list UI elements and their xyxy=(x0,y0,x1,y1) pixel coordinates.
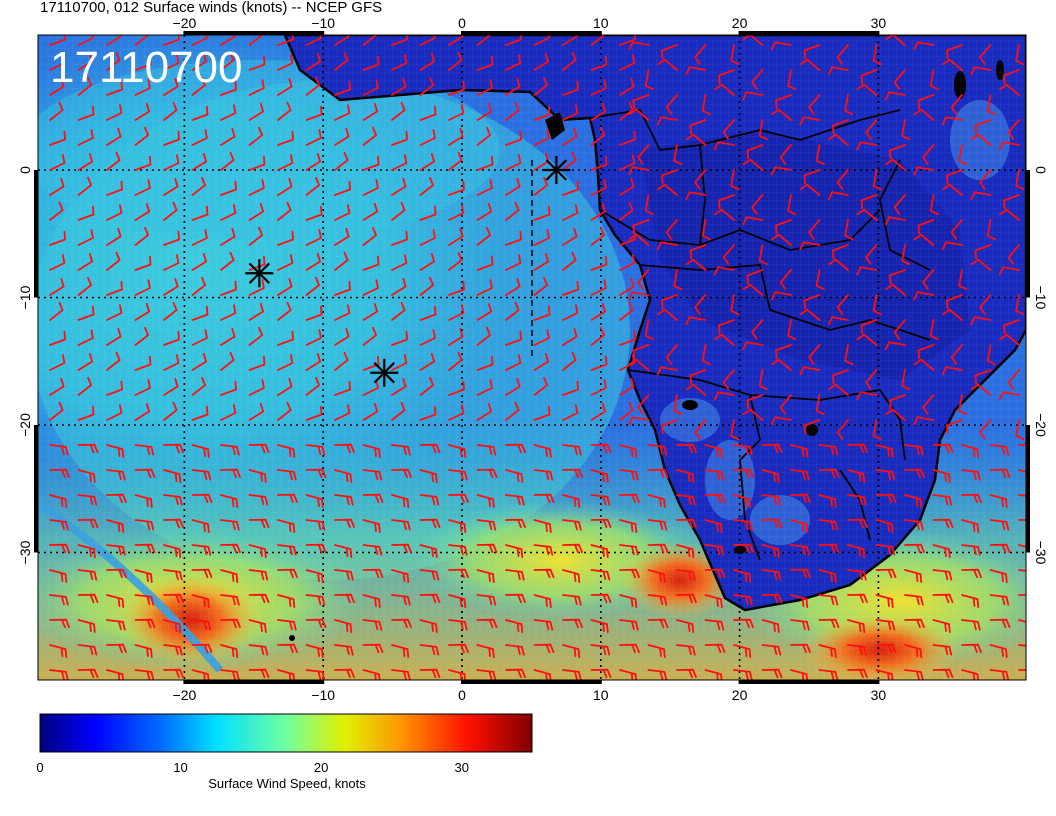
station-marker xyxy=(542,156,571,184)
graticule xyxy=(38,35,1026,680)
frame-tick-bar xyxy=(738,31,880,35)
lon-tick-label-top: −10 xyxy=(311,15,335,31)
frame-tick-bar xyxy=(461,31,602,35)
lon-tick-label-bottom: −20 xyxy=(173,687,197,703)
lat-tick-label-right: −10 xyxy=(1033,286,1049,310)
frame-tick-bar xyxy=(183,680,325,684)
lon-tick-label-top: 20 xyxy=(732,15,748,31)
lon-tick-label-top: −20 xyxy=(173,15,197,31)
frame-tick-bar xyxy=(183,31,325,35)
lat-tick-label-right: −30 xyxy=(1033,541,1049,565)
frame-tick-bar xyxy=(1026,425,1030,553)
frame-tick-bar xyxy=(34,425,38,553)
colorbar-ticks: 0 10 20 30 xyxy=(36,760,469,775)
date-stamp: 17110700 xyxy=(50,43,243,92)
lon-tick-label-bottom: 0 xyxy=(458,687,466,703)
station-marker xyxy=(370,358,399,387)
axis-tick-labels: −20 −20 −10 −10 0 0 10 10 20 20 30 30 0 0 −10 −10 −20 −20… xyxy=(17,15,1049,703)
wind-barb-field xyxy=(49,35,1026,680)
colorbar-tick-label: 20 xyxy=(314,760,328,775)
colorbar: 0 10 20 30 Surface Wind Speed, knots xyxy=(36,713,533,791)
lon-tick-label-bottom: 20 xyxy=(732,687,748,703)
figure-title: 17110700, 012 Surface winds (knots) -- N… xyxy=(40,0,382,16)
lat-tick-label-left: −10 xyxy=(17,285,33,309)
frame-tick-bar xyxy=(738,680,880,684)
frame-tick-bar xyxy=(34,170,38,298)
lat-tick-label-right: −20 xyxy=(1033,413,1049,437)
lon-tick-label-bottom: 30 xyxy=(871,687,887,703)
lon-tick-label-top: 10 xyxy=(593,15,609,31)
frame-ticks xyxy=(34,31,1030,684)
colorbar-tick-label: 30 xyxy=(454,760,468,775)
colorbar-tick-label: 10 xyxy=(173,760,187,775)
lat-tick-label-left: −20 xyxy=(17,413,33,437)
station-markers xyxy=(245,156,571,387)
lat-tick-label-left: −30 xyxy=(17,540,33,564)
lon-tick-label-top: 30 xyxy=(871,15,887,31)
colorbar-tick-label: 0 xyxy=(36,760,43,775)
lon-tick-label-bottom: −10 xyxy=(311,687,335,703)
wind-barbs xyxy=(49,35,1026,680)
lon-tick-label-bottom: 10 xyxy=(593,687,609,703)
colorbar-label: Surface Wind Speed, knots xyxy=(208,776,366,791)
lat-tick-label-right: 0 xyxy=(1033,166,1049,174)
frame-tick-bar xyxy=(461,680,602,684)
frame-tick-bar xyxy=(1026,170,1030,298)
colorbar-gradient xyxy=(39,713,533,753)
wind-speed-map xyxy=(38,35,1026,680)
lon-tick-label-top: 0 xyxy=(458,15,466,31)
station-marker xyxy=(245,259,274,288)
lat-tick-label-left: 0 xyxy=(17,166,33,174)
